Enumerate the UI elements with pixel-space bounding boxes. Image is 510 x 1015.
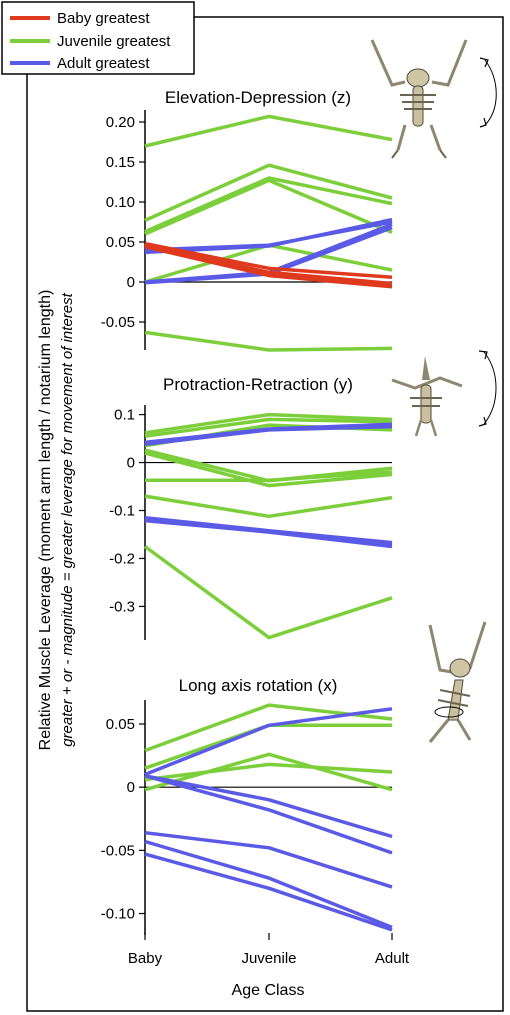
panel-title-protraction: Protraction-Retraction (y) <box>163 375 353 394</box>
panel-title-elevation: Elevation-Depression (z) <box>165 88 351 107</box>
series-line <box>144 839 393 930</box>
series-line <box>144 774 393 855</box>
y-tick-label: 0 <box>127 455 135 472</box>
panel-long-axis-rotation: 0.05 0 -0.05 -0.10 <box>101 700 393 935</box>
y-tick-label: 0.10 <box>106 194 135 211</box>
series-line <box>144 774 393 839</box>
pterosaur-skeleton-rotation-icon <box>428 621 487 743</box>
legend: Baby greatest Juvenile greatest Adult gr… <box>1 1 195 75</box>
panel-protraction-retraction: 0.1 0 -0.1 -0.2 -0.3 <box>109 405 393 640</box>
series-line <box>144 245 393 289</box>
y-tick-label: -0.05 <box>101 314 135 331</box>
y-tick-label: 0 <box>127 779 135 796</box>
panel-title-rotation: Long axis rotation (x) <box>179 676 338 695</box>
series-line <box>143 545 393 640</box>
legend-label-baby: Baby greatest <box>57 10 150 27</box>
series-line <box>144 723 392 770</box>
series-line <box>144 518 393 549</box>
y-axis-label: Relative Muscle Leverage (moment arm len… <box>37 290 54 751</box>
series-line <box>144 178 393 236</box>
series-line <box>144 163 393 222</box>
y-tick-label: 0.05 <box>106 716 135 733</box>
series-line <box>144 417 393 438</box>
series-line <box>144 830 393 889</box>
y-tick-label: 0.20 <box>106 114 135 131</box>
y-tick-label: 0.1 <box>114 407 135 424</box>
y-tick-label: -0.1 <box>109 503 135 520</box>
x-tick-adult: Adult <box>375 950 410 967</box>
pterosaur-skeleton-protraction-icon <box>391 350 497 437</box>
y-tick-label: 0 <box>127 274 135 291</box>
figure-frame <box>26 16 504 1012</box>
y-tick-label: -0.3 <box>109 598 135 615</box>
y-tick-label: -0.10 <box>101 906 135 923</box>
series-line <box>144 852 393 932</box>
pterosaur-skeleton-elevation-icon <box>370 39 497 159</box>
series-line <box>144 176 393 234</box>
y-tick-label: 0.15 <box>106 154 135 171</box>
series-line <box>144 494 393 519</box>
y-axis-sublabel: greater + or - magnitude = greater lever… <box>59 292 76 746</box>
legend-label-juvenile: Juvenile greatest <box>57 33 171 50</box>
series-line <box>144 707 393 777</box>
series-line <box>144 241 393 279</box>
series-line <box>144 330 393 352</box>
series-line <box>144 243 393 286</box>
series-line <box>144 703 393 753</box>
legend-label-adult: Adult greatest <box>57 55 150 72</box>
y-tick-label: -0.2 <box>109 550 135 567</box>
series-line <box>144 752 393 792</box>
x-axis-label: Age Class <box>232 982 305 999</box>
panel-elevation-depression: 0.20 0.15 0.10 0.05 0 -0.05 <box>101 110 393 352</box>
y-tick-label: 0.05 <box>106 234 135 251</box>
series-line <box>144 424 393 447</box>
x-tick-baby: Baby <box>128 950 163 967</box>
series-line <box>144 114 393 148</box>
x-tick-juvenile: Juvenile <box>241 950 296 967</box>
series-line <box>144 412 393 435</box>
y-tick-label: -0.05 <box>101 842 135 859</box>
series-line <box>144 762 393 782</box>
series-line <box>145 470 393 483</box>
series-line <box>144 451 393 488</box>
